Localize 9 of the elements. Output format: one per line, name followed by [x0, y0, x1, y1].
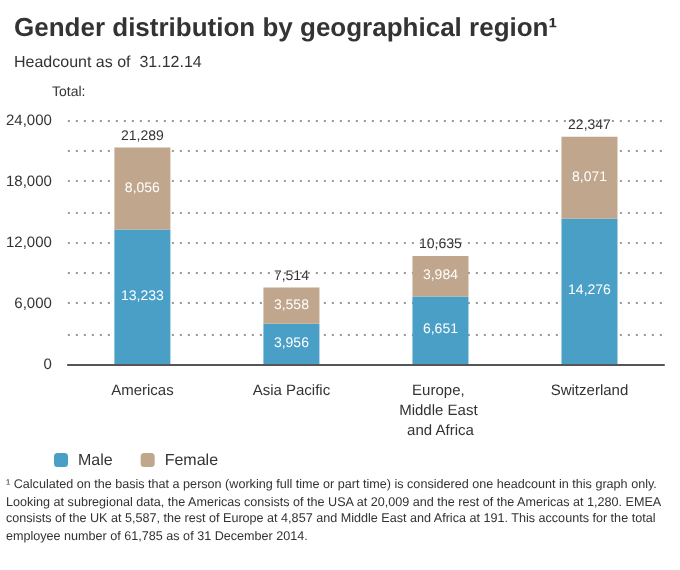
bar [412, 296, 469, 364]
bar [561, 136, 618, 219]
legend-label: Male [78, 451, 114, 469]
legend-label: Female [164, 451, 220, 469]
chart-subtitle: Headcount as of 31.12.14 [14, 53, 203, 71]
bar [114, 147, 171, 230]
bar [114, 229, 171, 364]
chart-title: Gender distribution by geographical region¹ [14, 12, 558, 42]
bar [561, 218, 618, 364]
